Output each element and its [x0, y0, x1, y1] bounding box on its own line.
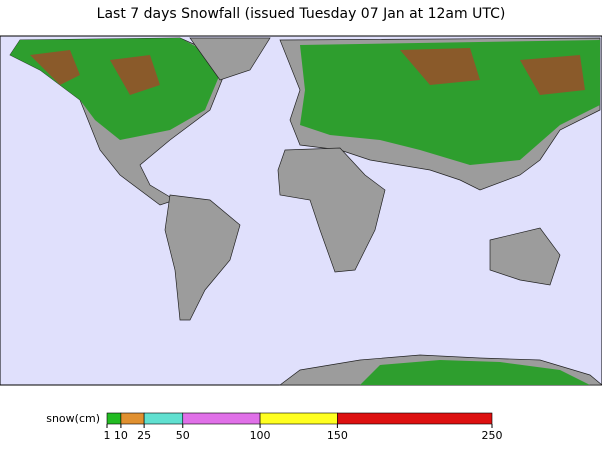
snow-deep: [520, 55, 585, 95]
legend-tick-label: 1: [104, 429, 111, 442]
snow-deep: [30, 50, 80, 85]
legend-tick-label: 50: [176, 429, 190, 442]
legend: snow(cm): [46, 412, 100, 425]
legend-swatch: [182, 412, 261, 425]
snow-deep: [110, 55, 160, 95]
snow-deep: [400, 48, 480, 85]
south-america: [164, 194, 241, 321]
title: Last 7 days Snowfall (issued Tuesday 07 …: [97, 6, 506, 22]
legend-label: snow(cm): [46, 412, 100, 425]
snow-cover: [300, 40, 600, 165]
legend-tick-label: 10: [114, 429, 128, 442]
snow-cover: [360, 360, 590, 385]
legend-tick-label: 100: [250, 429, 271, 442]
legend-swatch: [337, 412, 493, 425]
legend-swatch: [120, 412, 145, 425]
africa: [277, 147, 386, 273]
legend-tick-label: 25: [137, 429, 151, 442]
legend-tick-label: 150: [327, 429, 348, 442]
legend-swatch: [259, 412, 338, 425]
legend-tick-label: 250: [482, 429, 503, 442]
map: [0, 35, 602, 386]
australia: [489, 227, 561, 286]
greenland: [189, 37, 271, 81]
legend-swatch: [143, 412, 184, 425]
legend-swatch: [106, 412, 122, 425]
